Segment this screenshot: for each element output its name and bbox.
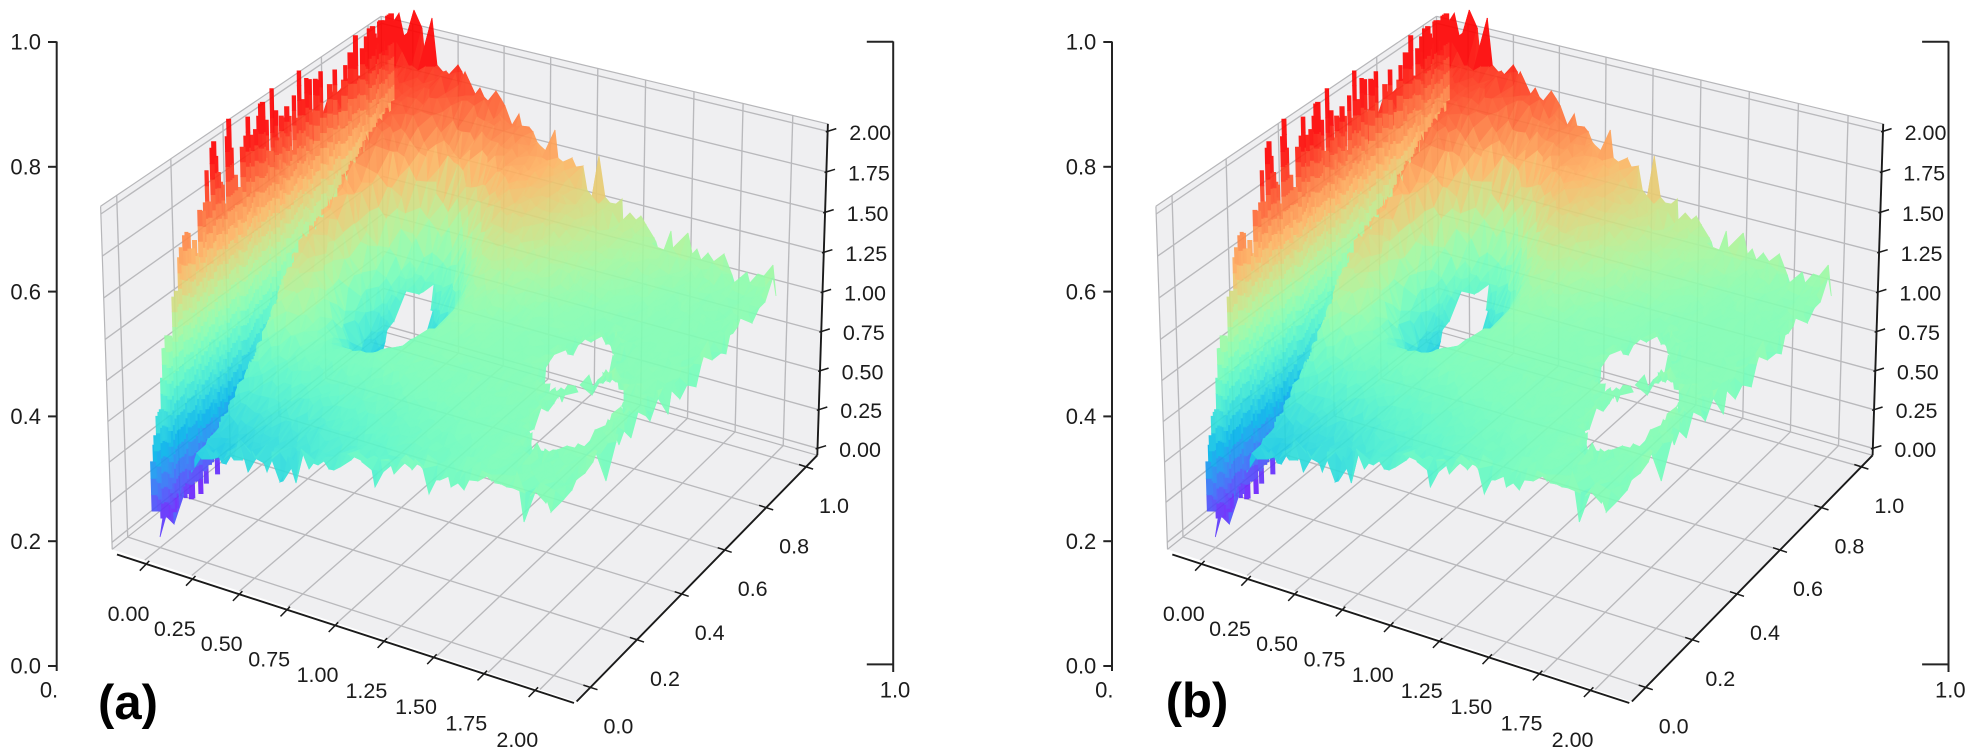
- svg-text:(b): (b): [1166, 674, 1229, 728]
- svg-text:(a): (a): [98, 676, 158, 730]
